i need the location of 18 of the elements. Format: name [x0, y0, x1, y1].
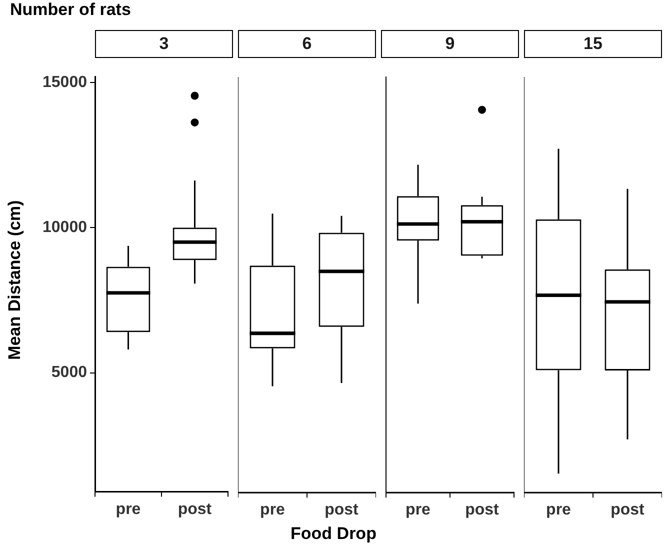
x-tick-label: pre	[546, 501, 572, 518]
x-tick-label: post	[178, 500, 212, 518]
x-tick-label: post	[465, 501, 500, 518]
y-tick-label: 10000	[42, 218, 88, 236]
x-tick-label: post	[324, 501, 360, 518]
text: Number of rats	[10, 0, 131, 20]
y-tick-label: 5000	[51, 364, 88, 382]
x-tick-label: pre	[260, 501, 286, 518]
chart-title: 3	[95, 30, 233, 58]
chart-title: 15	[524, 30, 662, 58]
chart-title: 6	[238, 30, 376, 58]
x-tick-label: pre	[116, 500, 141, 518]
y-tick-label: 15000	[42, 74, 88, 91]
x-axis-title: Food Drop	[290, 524, 378, 544]
y-axis-title: Mean Distance (cm)	[5, 199, 25, 362]
x-tick-label: post	[610, 501, 646, 518]
chart-title: 9	[381, 30, 519, 58]
x-tick-label: pre	[406, 501, 431, 518]
